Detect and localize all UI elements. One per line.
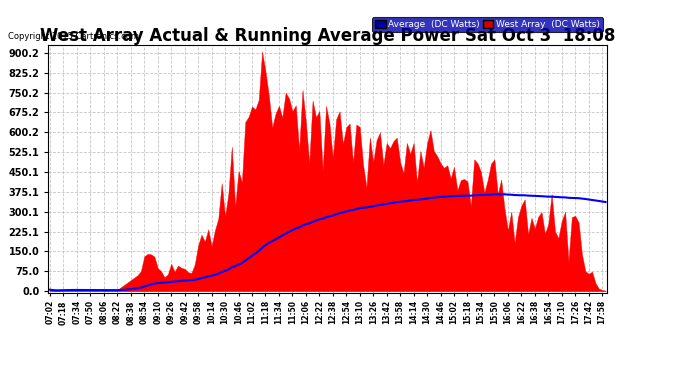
Text: Copyright 2015 Cartronics.com: Copyright 2015 Cartronics.com <box>8 32 139 41</box>
Legend: Average  (DC Watts), West Array  (DC Watts): Average (DC Watts), West Array (DC Watts… <box>372 17 602 32</box>
Title: West Array Actual & Running Average Power Sat Oct 3  18:08: West Array Actual & Running Average Powe… <box>40 27 615 45</box>
